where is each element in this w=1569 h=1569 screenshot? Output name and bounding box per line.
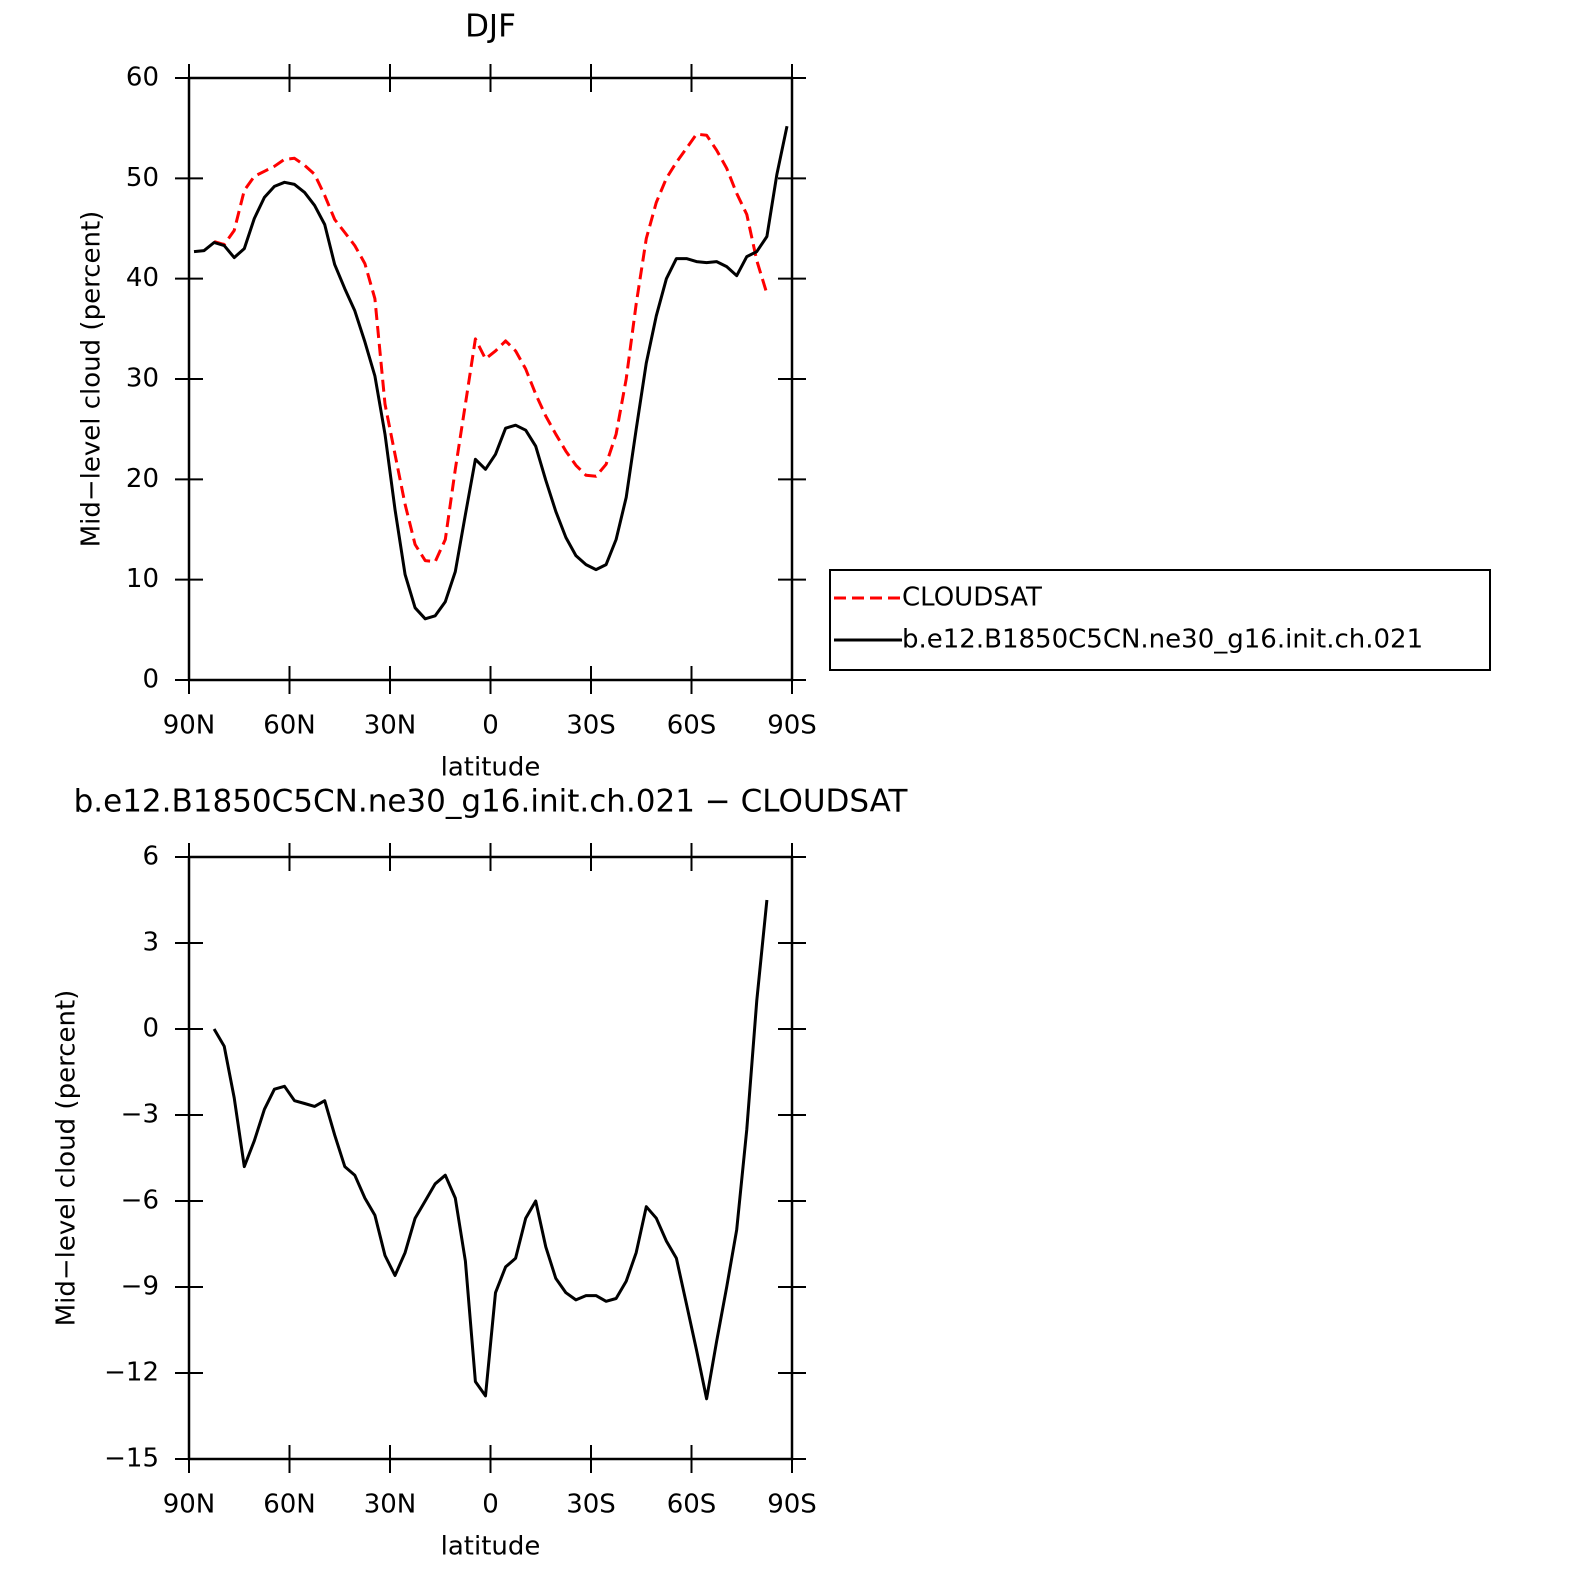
y-tick-label: −12 — [104, 1358, 159, 1388]
y-tick-label: −6 — [121, 1186, 159, 1216]
y-axis-label: Mid−level cloud (percent) — [77, 211, 107, 548]
y-tick-label: 50 — [126, 163, 159, 193]
y-tick-label: 40 — [126, 263, 159, 293]
chart-title: DJF — [465, 9, 516, 45]
legend-label: CLOUDSAT — [902, 583, 1042, 613]
plot-frame — [187, 855, 794, 1461]
plot-frame — [187, 76, 794, 682]
x-tick-label: 60S — [667, 1490, 717, 1520]
legend — [829, 569, 1491, 671]
y-tick-label: 20 — [126, 464, 159, 494]
y-tick-label: 0 — [142, 1014, 159, 1044]
x-tick-label: 30S — [566, 1490, 616, 1520]
x-tick-label: 90N — [163, 711, 216, 741]
y-tick-label: 10 — [126, 564, 159, 594]
x-tick-label: 60S — [667, 711, 717, 741]
legend-box — [829, 569, 1491, 671]
y-tick-label: −15 — [104, 1444, 159, 1474]
x-tick-label: 90S — [767, 1490, 817, 1520]
y-tick-label: 30 — [126, 364, 159, 394]
x-tick-label: 30N — [364, 1490, 417, 1520]
y-tick-label: 0 — [142, 665, 159, 695]
legend-label: b.e12.B1850C5CN.ne30_g16.init.ch.021 — [902, 625, 1423, 655]
y-tick-label: −9 — [121, 1272, 159, 1302]
y-axis-label: Mid−level cloud (percent) — [52, 990, 82, 1327]
x-axis-label: latitude — [441, 753, 541, 783]
x-tick-label: 30S — [566, 711, 616, 741]
y-tick-label: 60 — [126, 63, 159, 93]
x-tick-label: 30N — [364, 711, 417, 741]
x-tick-label: 90N — [163, 1490, 216, 1520]
x-axis-label: latitude — [441, 1532, 541, 1562]
y-tick-label: 6 — [142, 842, 159, 872]
y-tick-label: −3 — [121, 1100, 159, 1130]
x-tick-label: 60N — [263, 1490, 316, 1520]
y-tick-label: 3 — [142, 928, 159, 958]
data-line — [213, 132, 769, 564]
x-tick-label: 0 — [482, 711, 499, 741]
data-line — [212, 899, 769, 1401]
x-tick-label: 60N — [263, 711, 316, 741]
x-tick-label: 0 — [482, 1490, 499, 1520]
data-line — [193, 125, 789, 621]
chart-title: b.e12.B1850C5CN.ne30_g16.init.ch.021 − C… — [74, 784, 909, 820]
x-tick-label: 90S — [767, 711, 817, 741]
